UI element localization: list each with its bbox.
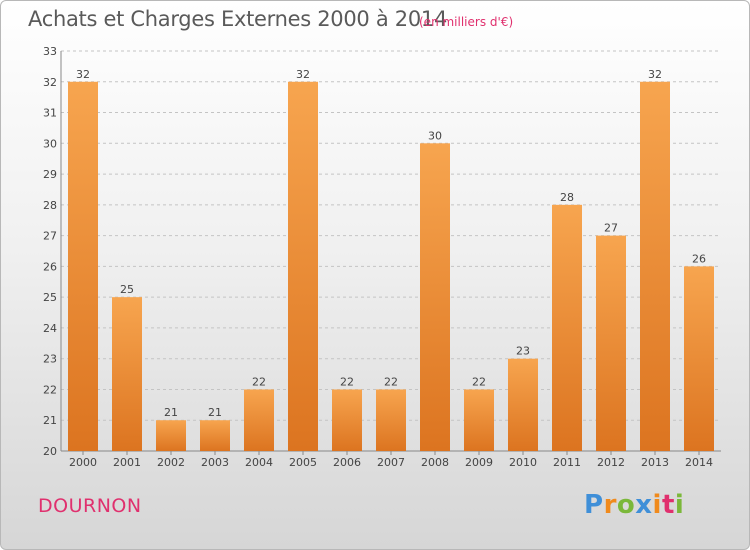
y-tick-label: 32 [43,76,57,89]
bar [464,389,494,451]
x-tick-label: 2011 [553,456,581,469]
x-tick-label: 2007 [377,456,405,469]
x-tick-label: 2004 [245,456,273,469]
x-tick-label: 2005 [289,456,317,469]
bar-value-label: 22 [252,375,266,388]
y-tick-label: 31 [43,107,57,120]
proxiti-logo: Proxiti [584,490,684,520]
bar-value-label: 25 [120,283,134,296]
y-tick-label: 21 [43,414,57,427]
bar [640,81,670,452]
y-tick-label: 28 [43,199,57,212]
y-tick-label: 24 [43,322,57,335]
bar [288,81,318,452]
bar [420,143,450,452]
bar [596,235,626,451]
logo-letter: x [635,490,653,520]
y-tick-label: 33 [43,45,57,58]
y-tick-label: 29 [43,168,57,181]
bar-value-label: 30 [428,129,442,142]
x-tick-label: 2009 [465,456,493,469]
x-tick-label: 2013 [641,456,669,469]
bar-value-label: 21 [208,406,222,419]
y-tick-label: 26 [43,260,57,273]
chart-unit: (en milliers d'€) [419,15,514,29]
x-tick-label: 2012 [597,456,625,469]
bar [332,389,362,451]
x-tick-label: 2002 [157,456,185,469]
y-tick-label: 22 [43,383,57,396]
bar-value-label: 21 [164,406,178,419]
x-tick-label: 2010 [509,456,537,469]
x-tick-label: 2006 [333,456,361,469]
bar [684,266,714,451]
x-tick-label: 2014 [685,456,713,469]
logo-letter: i [674,490,685,520]
y-tick-label: 23 [43,353,57,366]
chart-title: Achats et Charges Externes 2000 à 2014 [28,7,448,31]
bar-value-label: 23 [516,345,530,358]
commune-name: DOURNON [38,495,142,517]
bar [68,81,98,452]
bar [244,389,274,451]
bar [376,389,406,451]
bar [552,204,582,451]
x-tick-label: 2008 [421,456,449,469]
bar-value-label: 32 [648,68,662,81]
bar-value-label: 22 [384,375,398,388]
bar [200,420,230,451]
bar-value-label: 27 [604,222,618,235]
y-tick-label: 20 [43,445,57,458]
logo-letter: t [661,490,675,520]
logo-letter: o [616,490,636,520]
x-tick-label: 2001 [113,456,141,469]
bar [112,297,142,451]
bar [508,358,538,451]
bar-value-label: 22 [472,375,486,388]
bar-value-label: 26 [692,252,706,265]
y-tick-label: 25 [43,291,57,304]
bar-value-label: 22 [340,375,354,388]
logo-letter: i [652,490,662,520]
x-tick-label: 2000 [69,456,97,469]
bar [156,420,186,451]
bar-value-label: 32 [296,68,310,81]
y-tick-label: 30 [43,137,57,150]
x-tick-label: 2003 [201,456,229,469]
logo-letter: r [603,490,617,520]
y-tick-label: 27 [43,230,57,243]
logo-letter: P [584,490,604,520]
bar-value-label: 28 [560,191,574,204]
bar-value-label: 32 [76,68,90,81]
